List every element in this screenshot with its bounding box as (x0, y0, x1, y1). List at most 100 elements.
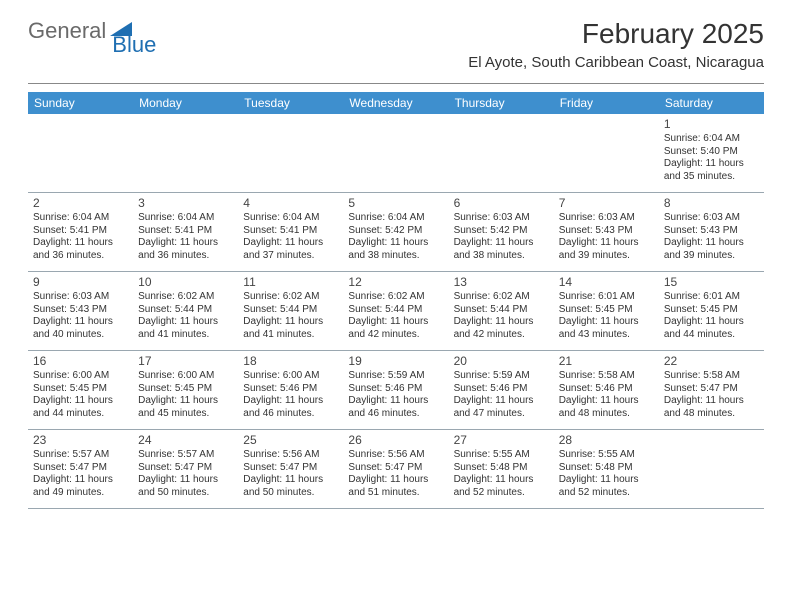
day-number: 14 (559, 275, 654, 290)
sunset-line: Sunset: 5:48 PM (559, 462, 654, 475)
calendar-cell: 20Sunrise: 5:59 AMSunset: 5:46 PMDayligh… (449, 351, 554, 429)
calendar-cell (659, 430, 764, 508)
day-number: 9 (33, 275, 128, 290)
calendar-cell: 5Sunrise: 6:04 AMSunset: 5:42 PMDaylight… (343, 193, 448, 271)
daylight-line: Daylight: 11 hours and 37 minutes. (243, 237, 338, 262)
daylight-line: Daylight: 11 hours and 52 minutes. (559, 474, 654, 499)
sunset-line: Sunset: 5:43 PM (559, 225, 654, 238)
daylight-line: Daylight: 11 hours and 44 minutes. (664, 316, 759, 341)
day-number: 19 (348, 354, 443, 369)
sunset-line: Sunset: 5:46 PM (454, 383, 549, 396)
sunrise-line: Sunrise: 5:55 AM (559, 449, 654, 462)
day-number: 18 (243, 354, 338, 369)
calendar-cell (449, 114, 554, 192)
sunset-line: Sunset: 5:41 PM (138, 225, 233, 238)
daylight-line: Daylight: 11 hours and 38 minutes. (454, 237, 549, 262)
sunrise-line: Sunrise: 5:56 AM (243, 449, 338, 462)
sunset-line: Sunset: 5:42 PM (348, 225, 443, 238)
calendar-cell (28, 114, 133, 192)
day-header: Sunday (28, 92, 133, 114)
calendar-cell: 1Sunrise: 6:04 AMSunset: 5:40 PMDaylight… (659, 114, 764, 192)
day-number: 17 (138, 354, 233, 369)
calendar-cell: 27Sunrise: 5:55 AMSunset: 5:48 PMDayligh… (449, 430, 554, 508)
day-number: 22 (664, 354, 759, 369)
logo-text-general: General (28, 18, 106, 44)
calendar-cell: 11Sunrise: 6:02 AMSunset: 5:44 PMDayligh… (238, 272, 343, 350)
daylight-line: Daylight: 11 hours and 41 minutes. (243, 316, 338, 341)
calendar-cell (554, 114, 659, 192)
sunrise-line: Sunrise: 6:03 AM (559, 212, 654, 225)
sunrise-line: Sunrise: 5:57 AM (138, 449, 233, 462)
day-number: 7 (559, 196, 654, 211)
daylight-line: Daylight: 11 hours and 35 minutes. (664, 158, 759, 183)
day-header: Thursday (449, 92, 554, 114)
calendar-week-row: 1Sunrise: 6:04 AMSunset: 5:40 PMDaylight… (28, 114, 764, 193)
location-subtitle: El Ayote, South Caribbean Coast, Nicarag… (468, 54, 764, 71)
sunrise-line: Sunrise: 6:03 AM (664, 212, 759, 225)
daylight-line: Daylight: 11 hours and 43 minutes. (559, 316, 654, 341)
daylight-line: Daylight: 11 hours and 42 minutes. (348, 316, 443, 341)
sunrise-line: Sunrise: 6:03 AM (454, 212, 549, 225)
page-title: February 2025 (468, 18, 764, 50)
sunrise-line: Sunrise: 6:00 AM (243, 370, 338, 383)
calendar-cell: 13Sunrise: 6:02 AMSunset: 5:44 PMDayligh… (449, 272, 554, 350)
daylight-line: Daylight: 11 hours and 40 minutes. (33, 316, 128, 341)
sunset-line: Sunset: 5:45 PM (559, 304, 654, 317)
day-header: Monday (133, 92, 238, 114)
sunset-line: Sunset: 5:45 PM (664, 304, 759, 317)
calendar-cell: 3Sunrise: 6:04 AMSunset: 5:41 PMDaylight… (133, 193, 238, 271)
sunset-line: Sunset: 5:40 PM (664, 146, 759, 159)
header: General Blue February 2025 El Ayote, Sou… (0, 0, 792, 77)
calendar-cell: 8Sunrise: 6:03 AMSunset: 5:43 PMDaylight… (659, 193, 764, 271)
sunset-line: Sunset: 5:47 PM (348, 462, 443, 475)
calendar-cell: 7Sunrise: 6:03 AMSunset: 5:43 PMDaylight… (554, 193, 659, 271)
sunset-line: Sunset: 5:46 PM (559, 383, 654, 396)
logo-text-blue: Blue (112, 32, 156, 58)
daylight-line: Daylight: 11 hours and 46 minutes. (243, 395, 338, 420)
sunrise-line: Sunrise: 6:00 AM (138, 370, 233, 383)
calendar-cell: 23Sunrise: 5:57 AMSunset: 5:47 PMDayligh… (28, 430, 133, 508)
sunset-line: Sunset: 5:44 PM (138, 304, 233, 317)
sunrise-line: Sunrise: 5:58 AM (664, 370, 759, 383)
sunrise-line: Sunrise: 6:02 AM (243, 291, 338, 304)
sunset-line: Sunset: 5:43 PM (33, 304, 128, 317)
day-number: 4 (243, 196, 338, 211)
sunrise-line: Sunrise: 5:59 AM (454, 370, 549, 383)
day-header: Saturday (659, 92, 764, 114)
day-number: 27 (454, 433, 549, 448)
sunrise-line: Sunrise: 6:01 AM (559, 291, 654, 304)
day-number: 8 (664, 196, 759, 211)
calendar-cell: 6Sunrise: 6:03 AMSunset: 5:42 PMDaylight… (449, 193, 554, 271)
sunrise-line: Sunrise: 6:02 AM (454, 291, 549, 304)
calendar-day-header: Sunday Monday Tuesday Wednesday Thursday… (28, 92, 764, 114)
sunrise-line: Sunrise: 6:04 AM (664, 133, 759, 146)
calendar-cell: 15Sunrise: 6:01 AMSunset: 5:45 PMDayligh… (659, 272, 764, 350)
calendar-cell: 26Sunrise: 5:56 AMSunset: 5:47 PMDayligh… (343, 430, 448, 508)
sunrise-line: Sunrise: 6:04 AM (348, 212, 443, 225)
daylight-line: Daylight: 11 hours and 49 minutes. (33, 474, 128, 499)
calendar-cell (133, 114, 238, 192)
sunrise-line: Sunrise: 6:00 AM (33, 370, 128, 383)
day-number: 5 (348, 196, 443, 211)
weeks-container: 1Sunrise: 6:04 AMSunset: 5:40 PMDaylight… (28, 114, 764, 509)
day-number: 1 (664, 117, 759, 132)
sunrise-line: Sunrise: 5:56 AM (348, 449, 443, 462)
day-number: 25 (243, 433, 338, 448)
sunrise-line: Sunrise: 6:04 AM (33, 212, 128, 225)
day-number: 11 (243, 275, 338, 290)
calendar-week-row: 23Sunrise: 5:57 AMSunset: 5:47 PMDayligh… (28, 430, 764, 509)
day-number: 3 (138, 196, 233, 211)
sunrise-line: Sunrise: 6:01 AM (664, 291, 759, 304)
calendar-week-row: 2Sunrise: 6:04 AMSunset: 5:41 PMDaylight… (28, 193, 764, 272)
daylight-line: Daylight: 11 hours and 39 minutes. (664, 237, 759, 262)
calendar-cell: 21Sunrise: 5:58 AMSunset: 5:46 PMDayligh… (554, 351, 659, 429)
sunset-line: Sunset: 5:46 PM (243, 383, 338, 396)
calendar-cell (238, 114, 343, 192)
sunset-line: Sunset: 5:45 PM (33, 383, 128, 396)
calendar-week-row: 9Sunrise: 6:03 AMSunset: 5:43 PMDaylight… (28, 272, 764, 351)
day-number: 28 (559, 433, 654, 448)
calendar-cell: 28Sunrise: 5:55 AMSunset: 5:48 PMDayligh… (554, 430, 659, 508)
day-number: 12 (348, 275, 443, 290)
daylight-line: Daylight: 11 hours and 36 minutes. (33, 237, 128, 262)
daylight-line: Daylight: 11 hours and 48 minutes. (559, 395, 654, 420)
